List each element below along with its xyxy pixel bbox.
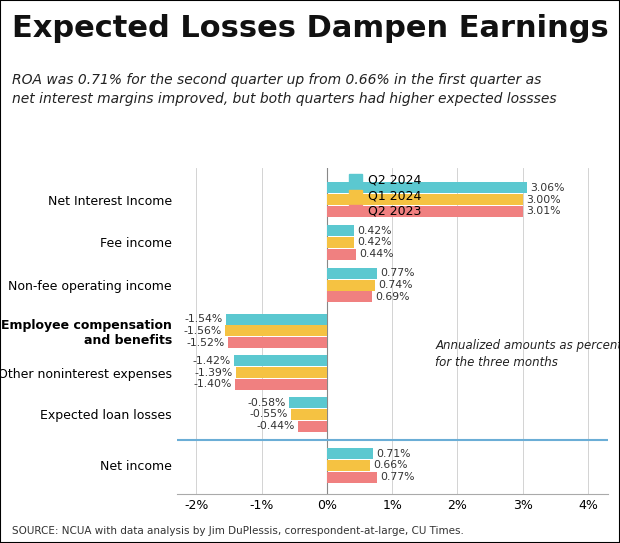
Bar: [327, 460, 370, 471]
Bar: [327, 206, 523, 217]
Text: 0.42%: 0.42%: [358, 237, 392, 248]
Text: -1.54%: -1.54%: [185, 314, 223, 324]
Bar: [327, 194, 523, 205]
Text: ROA was 0.71% for the second quarter up from 0.66% in the first quarter as
net i: ROA was 0.71% for the second quarter up …: [12, 73, 557, 106]
Text: -0.58%: -0.58%: [247, 397, 286, 408]
Text: -1.56%: -1.56%: [184, 326, 222, 336]
Text: 0.66%: 0.66%: [373, 460, 408, 470]
Text: 0.69%: 0.69%: [375, 292, 410, 302]
Bar: [225, 325, 327, 337]
Bar: [327, 292, 372, 302]
Text: SOURCE: NCUA with data analysis by Jim DuPlessis, correspondent-at-large, CU Tim: SOURCE: NCUA with data analysis by Jim D…: [12, 527, 464, 536]
Bar: [298, 421, 327, 432]
Text: 3.00%: 3.00%: [526, 194, 560, 205]
Text: 0.71%: 0.71%: [376, 449, 411, 459]
Text: -1.42%: -1.42%: [193, 356, 231, 366]
Bar: [327, 472, 377, 483]
Bar: [228, 337, 327, 348]
Text: 0.74%: 0.74%: [378, 280, 413, 290]
Text: 0.77%: 0.77%: [381, 472, 415, 482]
Bar: [236, 367, 327, 378]
Bar: [327, 449, 373, 459]
Bar: [327, 268, 377, 279]
Bar: [291, 409, 327, 420]
Text: -1.39%: -1.39%: [195, 368, 233, 378]
Text: -1.52%: -1.52%: [186, 338, 224, 348]
Text: 0.42%: 0.42%: [358, 226, 392, 236]
Text: Expected Losses Dampen Earnings Again: Expected Losses Dampen Earnings Again: [12, 14, 620, 42]
Text: -0.55%: -0.55%: [249, 409, 288, 419]
Bar: [327, 237, 354, 248]
Text: -0.44%: -0.44%: [257, 421, 295, 431]
Text: 0.44%: 0.44%: [359, 249, 393, 259]
Bar: [327, 182, 526, 193]
Text: -1.40%: -1.40%: [194, 380, 232, 389]
Legend: Q2 2024, Q1 2024, Q2 2023: Q2 2024, Q1 2024, Q2 2023: [347, 172, 424, 220]
Bar: [226, 314, 327, 325]
Text: Annualized amounts as percent of average assets
for the three months: Annualized amounts as percent of average…: [435, 339, 620, 369]
Bar: [327, 249, 356, 260]
Bar: [327, 280, 375, 291]
Bar: [234, 356, 327, 367]
Bar: [289, 397, 327, 408]
Bar: [236, 379, 327, 390]
Text: 3.01%: 3.01%: [526, 206, 561, 216]
Bar: [327, 225, 354, 236]
Text: 0.77%: 0.77%: [381, 268, 415, 279]
Text: 3.06%: 3.06%: [530, 183, 564, 193]
